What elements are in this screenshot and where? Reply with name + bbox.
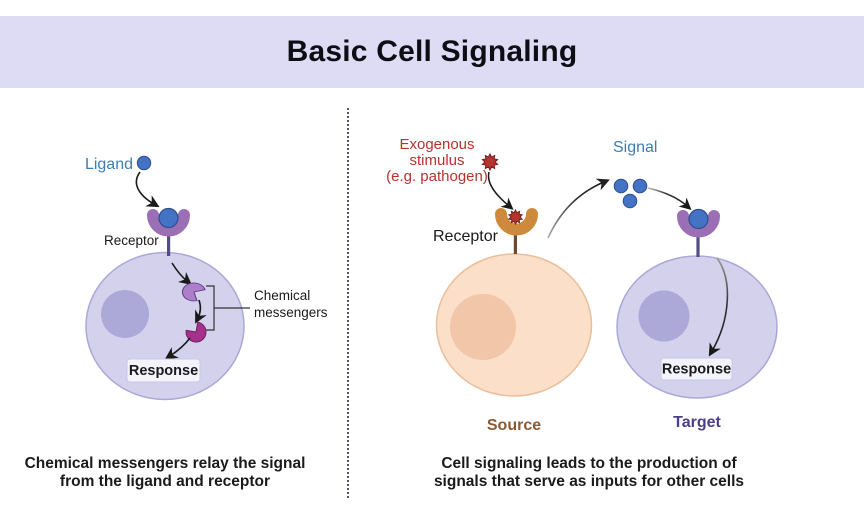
svg-text:messengers: messengers: [254, 305, 328, 320]
svg-text:signals that serve as inputs f: signals that serve as inputs for other c…: [434, 473, 744, 490]
svg-text:Signal: Signal: [613, 139, 657, 156]
svg-text:from the ligand and receptor: from the ligand and receptor: [60, 473, 270, 490]
svg-text:Chemical: Chemical: [254, 288, 310, 303]
svg-text:Receptor: Receptor: [104, 233, 159, 248]
svg-text:Response: Response: [129, 363, 198, 379]
svg-text:Response: Response: [662, 362, 731, 378]
svg-text:Ligand: Ligand: [85, 156, 133, 173]
svg-text:(e.g. pathogen): (e.g. pathogen): [386, 168, 488, 185]
svg-text:stimulus: stimulus: [409, 152, 464, 169]
svg-text:Cell signaling leads to the pr: Cell signaling leads to the production o…: [441, 455, 737, 472]
svg-text:Exogenous: Exogenous: [399, 136, 474, 153]
svg-text:Receptor: Receptor: [433, 228, 499, 245]
svg-text:Chemical messengers relay the: Chemical messengers relay the signal: [25, 455, 306, 472]
svg-text:Target: Target: [673, 414, 721, 431]
svg-text:Source: Source: [487, 417, 541, 434]
